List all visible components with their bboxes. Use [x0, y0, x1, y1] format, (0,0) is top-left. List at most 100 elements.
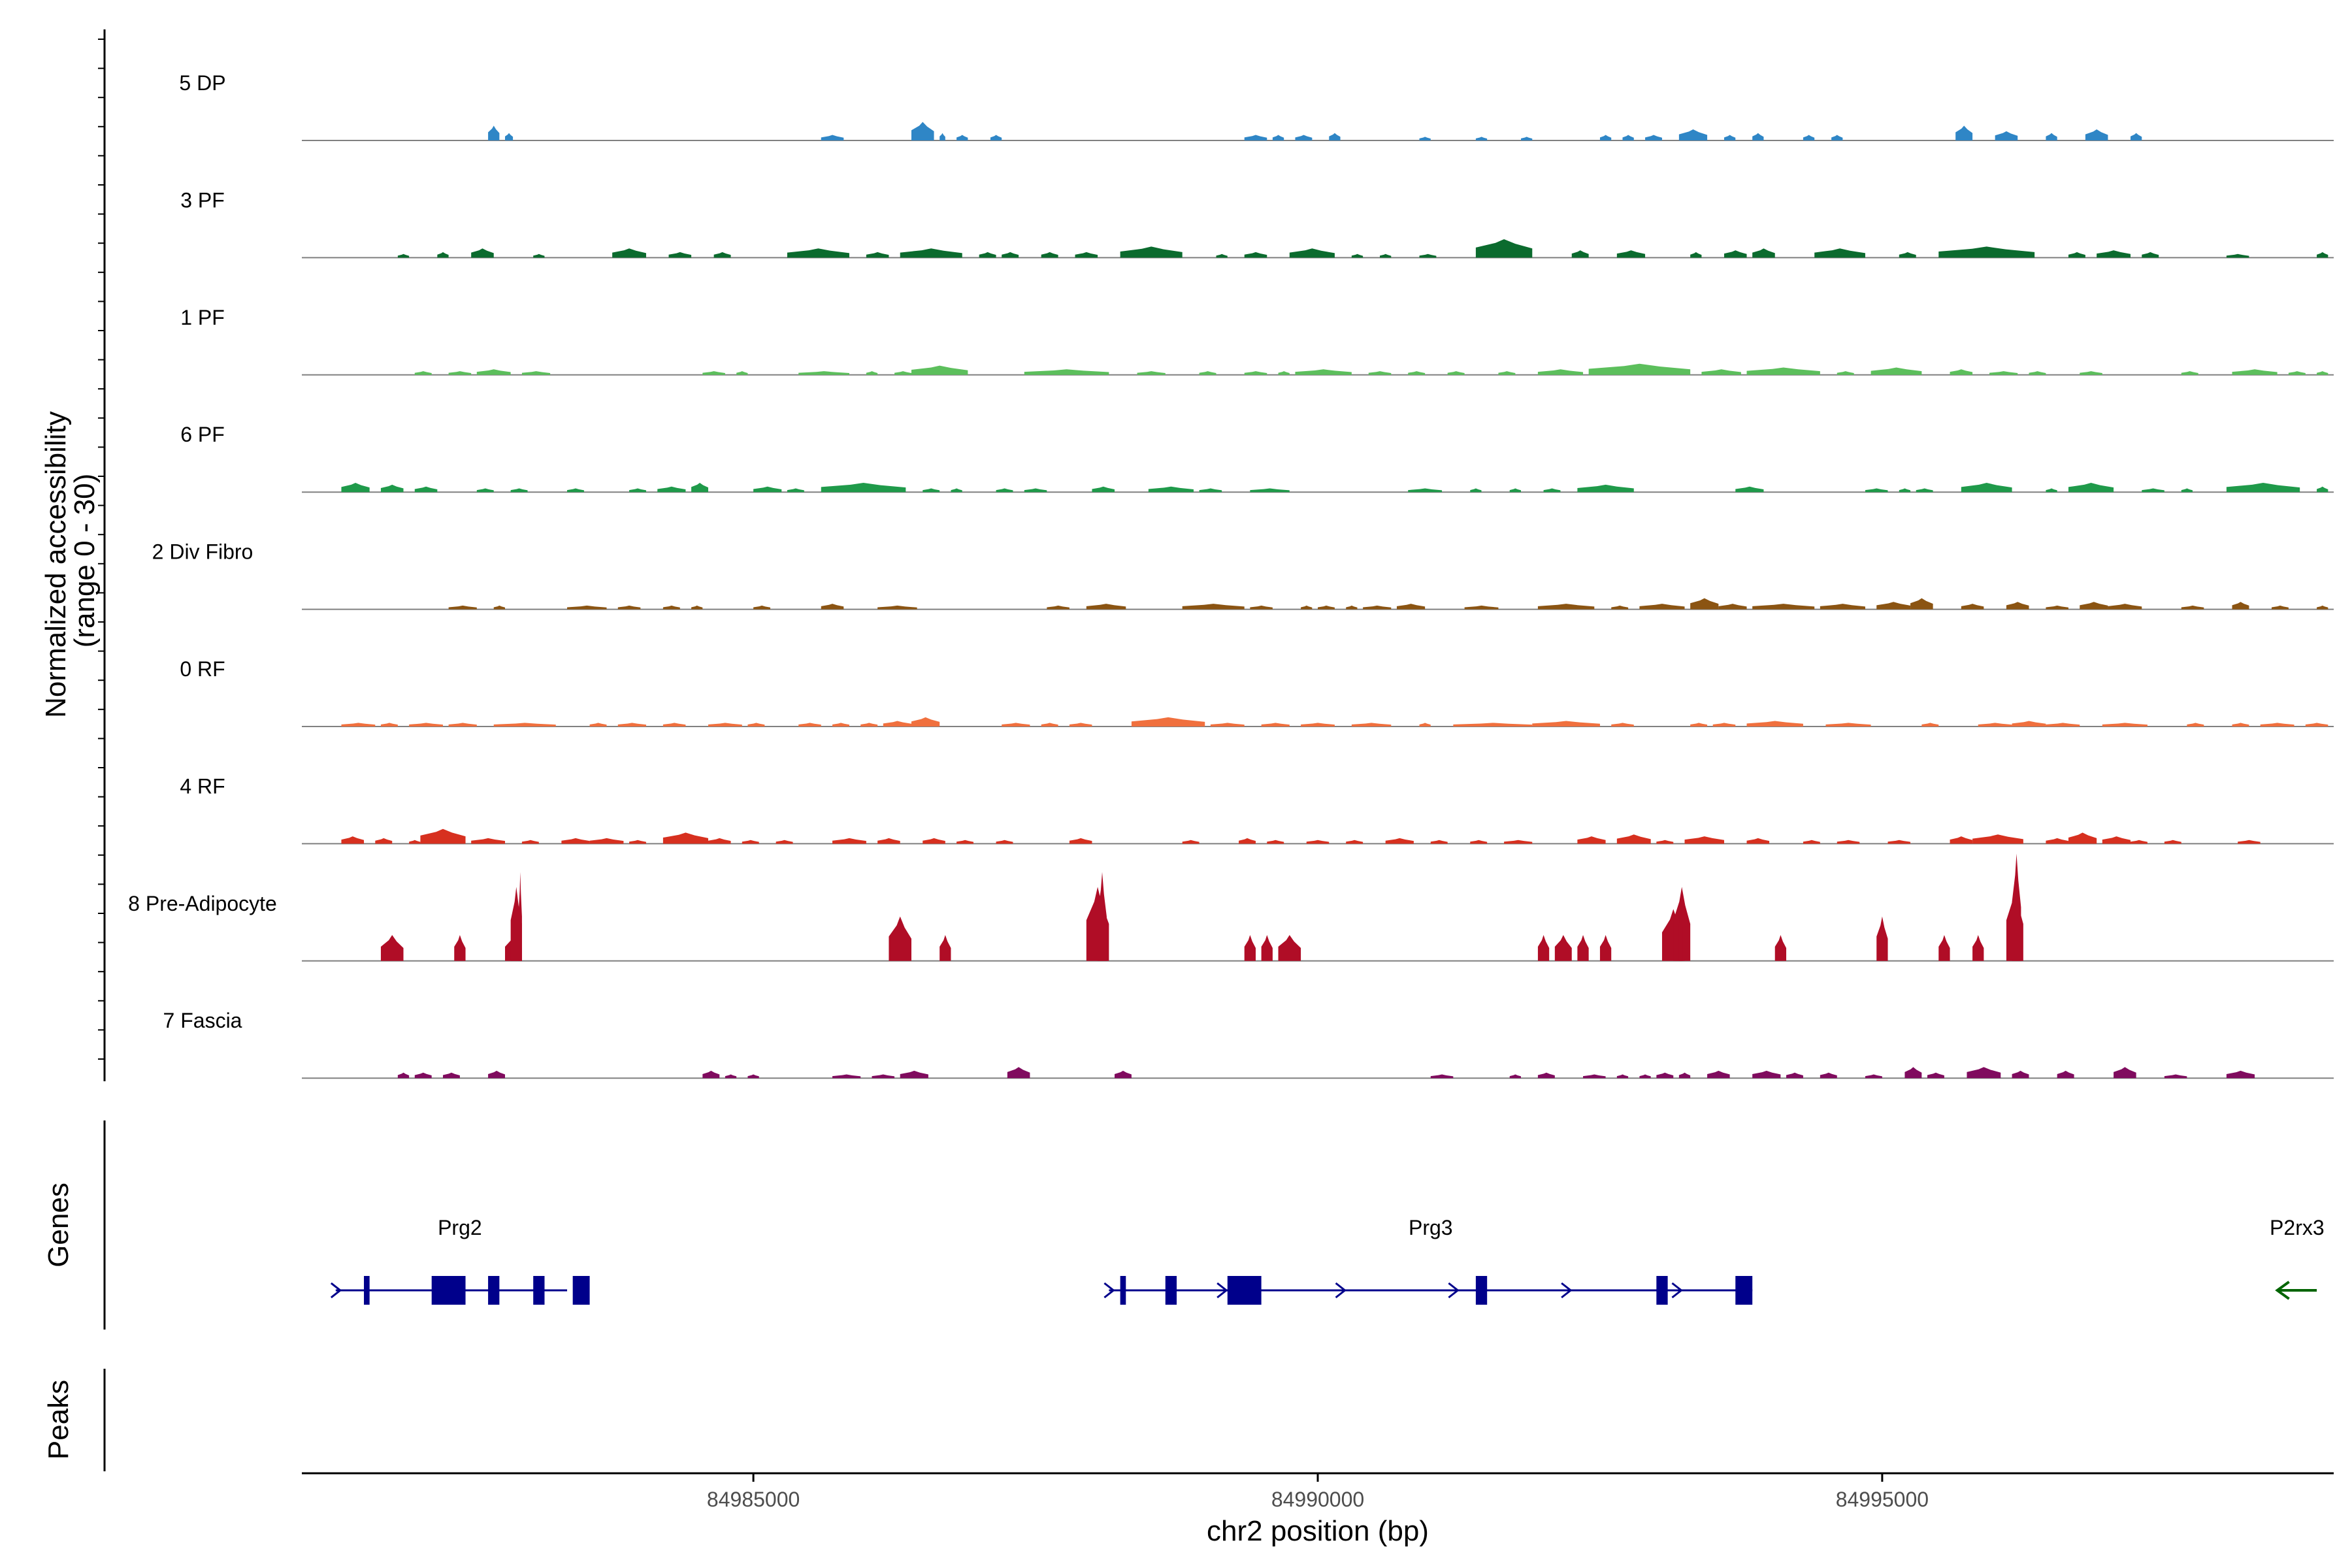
coverage-peak: [521, 840, 539, 844]
track: 7 Fascia: [163, 1009, 2334, 1079]
coverage-peak: [1831, 135, 1843, 140]
coverage-peak: [1537, 935, 1550, 961]
gene-exon: [364, 1276, 370, 1305]
coverage-peak: [1504, 840, 1533, 844]
coverage-peak: [341, 723, 376, 727]
track: 0 RF: [180, 657, 2334, 727]
coverage-peak: [518, 872, 522, 961]
coverage-peak: [1950, 369, 1973, 375]
coverage-peak: [979, 252, 996, 258]
coverage-peak: [1430, 1074, 1454, 1079]
coverage-peak: [1475, 137, 1488, 140]
coverage-peak: [1346, 605, 1358, 610]
coverage-peak: [1380, 253, 1392, 258]
coverage-peak: [454, 935, 466, 961]
coverage-peak: [1571, 250, 1589, 258]
coverage-axis-ticks: [98, 39, 105, 1060]
coverage-peak: [1678, 129, 1708, 140]
coverage-peak: [1368, 371, 1392, 375]
track-label: 8 Pre-Adipocyte: [128, 892, 277, 915]
coverage-peak: [713, 252, 731, 258]
coverage-peak: [1419, 253, 1437, 258]
coverage-peak: [1899, 488, 1911, 493]
coverage-peak: [629, 488, 646, 493]
coverage-peak: [2232, 602, 2249, 610]
coverage-peak: [1554, 935, 1572, 961]
coverage-peak: [1289, 248, 1335, 258]
coverage-peak: [341, 836, 365, 844]
track: 5 DP: [179, 71, 2334, 141]
coverage-peak: [476, 369, 511, 375]
coverage-peak: [1475, 239, 1533, 258]
coverage-peak: [414, 1072, 432, 1079]
coverage-peak: [1639, 1074, 1651, 1079]
coverage-peak: [521, 371, 551, 375]
coverage-peak: [662, 832, 708, 844]
coverage-peak: [894, 371, 911, 375]
coverage-peak: [911, 717, 940, 727]
track: 2 Div Fibro: [152, 540, 2334, 610]
coverage-peak: [397, 253, 410, 258]
coverage-peak: [1199, 488, 1222, 493]
x-tick-label: 84995000: [1836, 1488, 1929, 1511]
coverage-peak: [1678, 1072, 1691, 1079]
coverage-peak: [1825, 723, 1871, 727]
coverage-peak: [1978, 723, 2012, 727]
x-tick-label: 84985000: [707, 1488, 800, 1511]
coverage-peak: [380, 484, 404, 493]
coverage-peak: [787, 248, 849, 258]
coverage-peak: [448, 723, 477, 727]
coverage-peak: [1385, 838, 1414, 844]
coverage-peak: [1989, 371, 2018, 375]
coverage-peak: [2057, 1070, 2074, 1079]
coverage-peak: [2181, 371, 2198, 375]
coverage-peak: [2317, 486, 2328, 493]
coverage-peak: [1921, 723, 1939, 727]
coverage-peak: [533, 253, 545, 258]
track-label: 7 Fascia: [163, 1009, 242, 1032]
coverage-peak: [1537, 1072, 1555, 1079]
coverage-peak: [1735, 486, 1764, 493]
coverage-peak: [437, 252, 449, 258]
coverage-peak: [1007, 1067, 1030, 1079]
coverage-peak: [380, 723, 398, 727]
coverage-peak: [2068, 483, 2114, 493]
coverage-peak: [668, 252, 692, 258]
coverage-peak: [900, 1070, 928, 1079]
coverage-peak: [2226, 253, 2249, 258]
coverage-peak: [2006, 602, 2029, 610]
gene-exon: [1656, 1276, 1668, 1305]
coverage-peak: [510, 488, 528, 493]
coverage-peak: [629, 840, 646, 844]
coverage-peak: [1002, 723, 1030, 727]
coverage-peak: [911, 365, 968, 375]
coverage-peak: [414, 486, 438, 493]
peaks-title: Peaks: [42, 1380, 74, 1460]
coverage-peak: [1616, 250, 1646, 258]
gene-exon: [1735, 1276, 1753, 1305]
coverage-peak: [617, 605, 641, 610]
coverage-peak: [1408, 371, 1426, 375]
coverage-peak: [380, 935, 404, 961]
coverage-peak: [883, 721, 911, 727]
coverage-peak: [1543, 488, 1561, 493]
coverage-peak: [939, 133, 945, 140]
coverage-peak: [2046, 488, 2057, 493]
coverage-peak: [923, 838, 945, 844]
coverage-peak: [409, 723, 443, 727]
y-axis-title-line1: Normalized accessibility: [40, 411, 72, 717]
coverage-peak: [2012, 853, 2021, 961]
coverage-peak: [1961, 604, 1984, 610]
track-label: 3 PF: [180, 188, 225, 212]
reverse-strand-arrow: [2275, 1281, 2317, 1300]
coverage-peak: [1938, 935, 1950, 961]
coverage-peak: [414, 371, 432, 375]
coverage-peak: [2068, 832, 2097, 844]
track: 1 PF: [180, 306, 2334, 376]
coverage-peak: [1239, 838, 1256, 844]
coverage-peak: [1363, 605, 1392, 610]
coverage-peak: [1182, 840, 1200, 844]
track-label: 0 RF: [180, 657, 225, 681]
coverage-peak: [1599, 935, 1612, 961]
coverage-peak: [1678, 894, 1683, 961]
